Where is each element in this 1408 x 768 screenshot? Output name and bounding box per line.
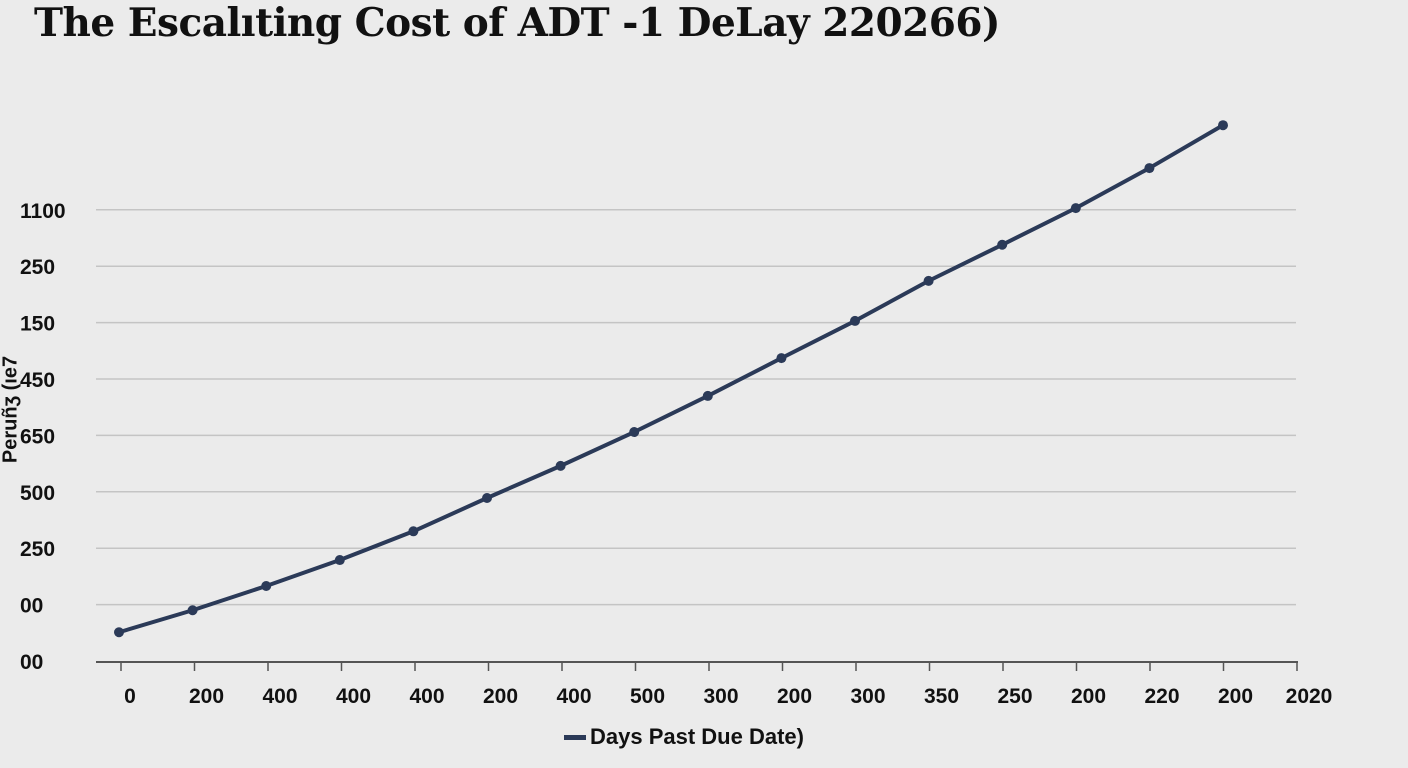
data-point [261, 580, 272, 591]
x-tick-label: 500 [630, 685, 665, 708]
legend-swatch [564, 734, 586, 740]
chart-title: The Escalıting Cost of ADT -1 DeLay 2202… [34, 0, 1001, 46]
data-point [997, 239, 1008, 250]
legend-label: Days Past Due Date) [590, 724, 804, 749]
y-tick-label: 00 [20, 651, 43, 674]
x-tick-label: 0 [124, 685, 136, 708]
x-tick-label: 220 [1144, 685, 1179, 708]
x-tick-label: 300 [703, 685, 738, 708]
y-tick-label: 150 [20, 313, 55, 336]
legend: Days Past Due Date) [564, 724, 804, 750]
x-tick-label: 200 [1071, 685, 1106, 708]
y-tick-label: 1100 [20, 200, 66, 223]
data-point [187, 605, 198, 616]
y-tick-label: 00 [20, 595, 43, 618]
data-point [850, 315, 860, 326]
x-tick-label: 400 [262, 685, 297, 708]
y-tick-label: 250 [20, 538, 55, 561]
data-point [1144, 163, 1155, 174]
data-point [776, 353, 787, 364]
x-tick-label: 200 [1218, 685, 1253, 708]
y-tick-label: 500 [20, 482, 55, 505]
x-tick-label: 2020 [1286, 685, 1333, 708]
data-point [408, 526, 419, 537]
data-point [114, 627, 124, 638]
x-tick-label: 200 [189, 685, 224, 708]
data-point [629, 427, 640, 438]
x-tick-label: 400 [336, 685, 371, 708]
x-tick-label: 400 [409, 685, 444, 708]
x-tick-label: 250 [997, 685, 1032, 708]
y-tick-label: 650 [20, 425, 55, 448]
data-point [702, 390, 713, 401]
x-tick-label: 350 [924, 685, 959, 708]
y-tick-label: 450 [20, 369, 55, 392]
data-point [334, 555, 345, 566]
x-tick-label: 200 [483, 685, 518, 708]
data-point [1070, 203, 1081, 214]
data-point [482, 493, 492, 504]
data-point [923, 275, 934, 286]
x-tick-label: 400 [556, 685, 591, 708]
y-tick-label: 250 [20, 256, 55, 279]
data-point [1218, 120, 1228, 131]
x-tick-label: 300 [850, 685, 885, 708]
series-line [118, 123, 1225, 635]
data-point [555, 460, 566, 471]
x-tick-label: 200 [777, 685, 812, 708]
